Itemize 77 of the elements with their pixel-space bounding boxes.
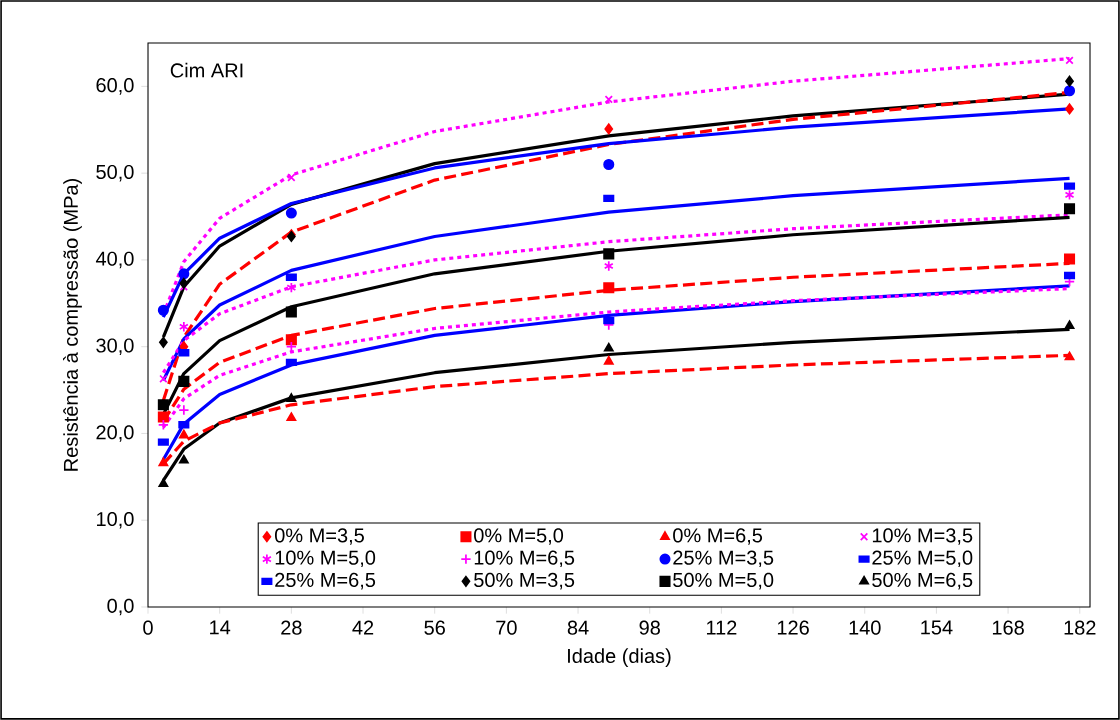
x-tick-label: 42 (352, 620, 374, 635)
point (603, 158, 615, 171)
point (1065, 75, 1074, 87)
point (178, 454, 189, 464)
y-tick-label: 10,0 (97, 511, 134, 529)
x-tick-label: 112 (706, 620, 737, 635)
y-tick-label: 0,0 (107, 598, 134, 616)
point (286, 412, 297, 422)
point (157, 411, 169, 423)
point (178, 429, 189, 439)
x-tick-label: 28 (281, 620, 302, 635)
point (603, 342, 614, 352)
y-tick-label: 60,0 (96, 78, 134, 95)
x-tick-label: 154 (921, 620, 953, 635)
y-tick-label: 40,0 (95, 251, 134, 269)
legend-label: 25% M=5,0 (872, 550, 973, 568)
point (1065, 103, 1074, 115)
point (286, 393, 297, 402)
legend-label: 10% M=3,5 (872, 528, 973, 545)
point (603, 248, 615, 260)
legend-label: 0% M=6,5 (673, 528, 763, 545)
x-tick-label: 56 (424, 620, 445, 635)
point (178, 375, 190, 387)
line-series (161, 176, 1072, 383)
legend-label: 0% M=5,0 (474, 528, 564, 545)
x-tick-label: 84 (567, 620, 589, 635)
point (1064, 189, 1075, 201)
point (178, 321, 189, 333)
x-tick-label: 126 (777, 620, 809, 635)
point (603, 316, 615, 325)
x-tick-label: 0 (143, 620, 153, 635)
y-axis-title: Resistência à compressão (MPa) (63, 179, 82, 471)
y-tick-label: 20,0 (96, 425, 134, 442)
legend-label: 10% M=6,5 (474, 550, 575, 568)
point (603, 260, 614, 272)
point (1065, 56, 1074, 65)
point (285, 207, 297, 219)
legend-label: 50% M=6,5 (872, 572, 973, 590)
y-tick-label: 50,0 (96, 164, 134, 182)
point (1063, 253, 1076, 265)
point (285, 334, 297, 346)
legend-label: 0% M=3,5 (274, 528, 364, 545)
annotation: Cim ARI (170, 62, 243, 78)
point (604, 95, 613, 104)
point (286, 282, 297, 294)
point (604, 123, 614, 135)
x-tick-label: 70 (496, 620, 517, 635)
point (178, 404, 190, 416)
x-tick-label: 140 (849, 620, 881, 635)
x-tick-label: 98 (639, 620, 660, 635)
point (603, 355, 614, 365)
legend-label: 10% M=5,0 (275, 550, 376, 568)
y-tick-label: 30,0 (96, 338, 134, 355)
point (157, 419, 169, 431)
x-axis-title: Idade (dias) (568, 648, 671, 667)
point (157, 399, 169, 411)
point (158, 478, 169, 487)
point (159, 336, 168, 348)
point (1063, 203, 1076, 215)
legend-label: 50% M=5,0 (673, 572, 774, 590)
point (157, 304, 169, 316)
legend-label: 50% M=3,5 (474, 572, 575, 590)
point (178, 268, 190, 280)
point (1063, 85, 1076, 97)
point (179, 277, 189, 289)
x-tick-label: 182 (1064, 620, 1096, 635)
point (285, 306, 297, 318)
point (287, 173, 296, 182)
point (1064, 351, 1075, 361)
point (1064, 320, 1075, 330)
point (603, 282, 615, 294)
legend-label: 25% M=3,5 (673, 550, 774, 568)
x-tick-label: 168 (992, 620, 1024, 635)
point (158, 457, 169, 467)
point (159, 374, 168, 383)
legend-label: 25% M=6,5 (275, 572, 376, 590)
x-tick-label: 14 (210, 620, 231, 635)
